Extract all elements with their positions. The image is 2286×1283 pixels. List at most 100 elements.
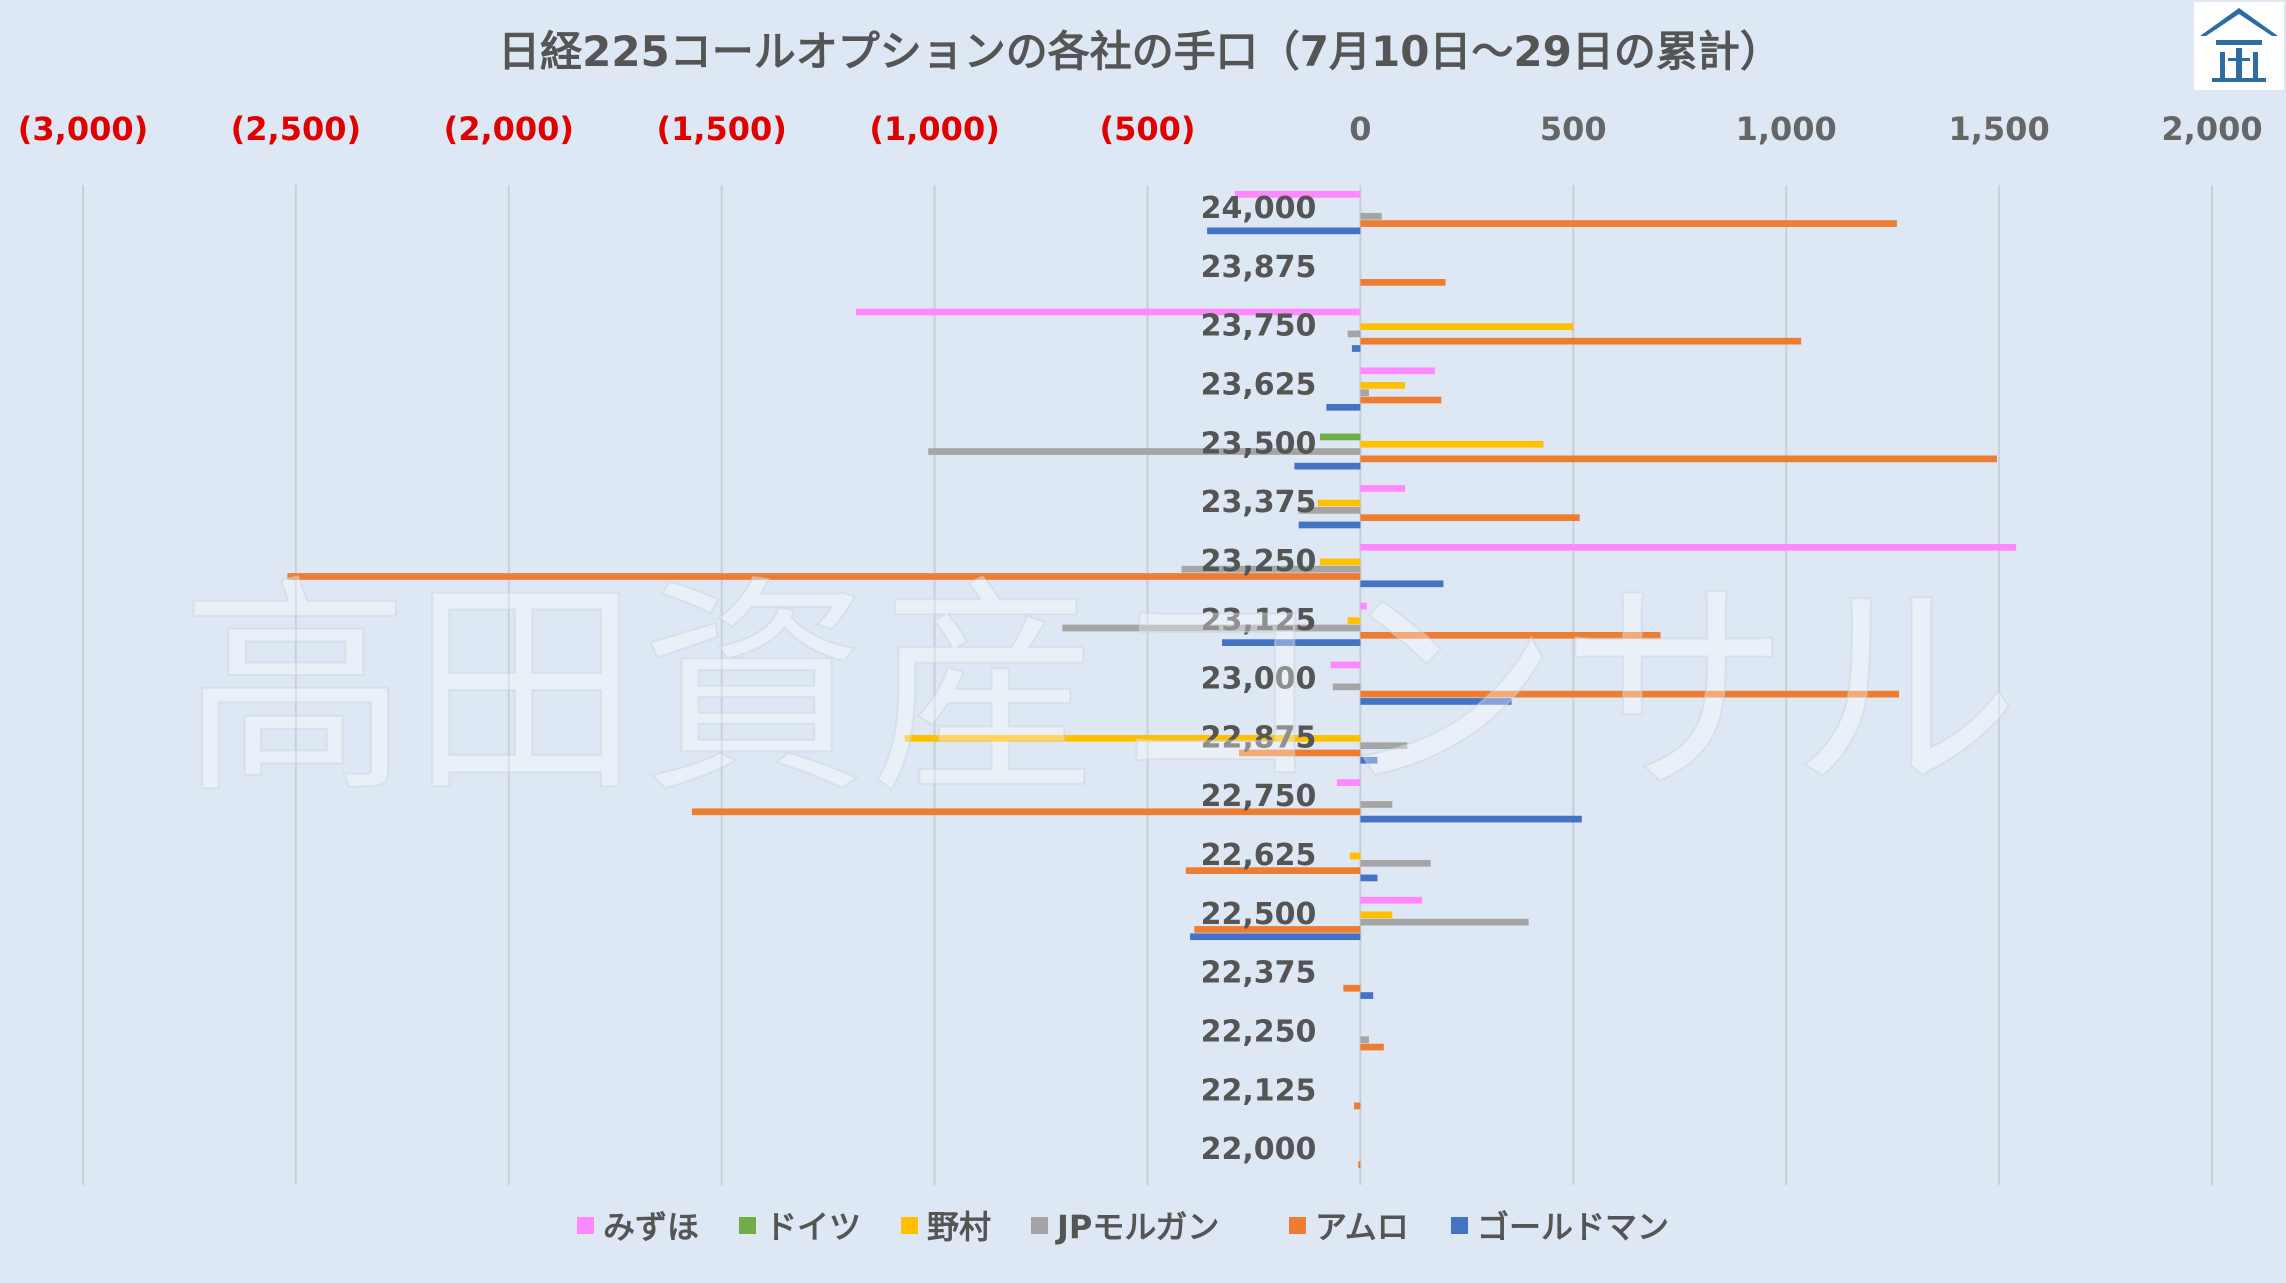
- legend-label: ドイツ: [765, 1208, 861, 1246]
- x-tick-label: (1,000): [869, 110, 999, 148]
- bar: [1360, 382, 1406, 389]
- bar: [1349, 852, 1361, 860]
- category-label: 22,875: [1201, 720, 1317, 755]
- bar: [1360, 815, 1582, 823]
- category-label: 22,250: [1201, 1015, 1317, 1050]
- category-label: 22,125: [1201, 1073, 1317, 1108]
- x-tick-label: 1,000: [1736, 110, 1837, 148]
- bar: [287, 573, 1361, 580]
- legend-label: JPモルガン: [1055, 1208, 1219, 1246]
- bar: [855, 308, 1361, 316]
- bar: [1360, 455, 1997, 463]
- bar: [1298, 507, 1361, 514]
- bar: [904, 735, 1361, 742]
- legend-swatch: [1289, 1217, 1306, 1234]
- bar: [1351, 345, 1361, 352]
- bar: [1360, 918, 1529, 926]
- category-label: 23,625: [1201, 367, 1317, 402]
- bar: [1360, 801, 1393, 808]
- bar: [1360, 631, 1661, 639]
- legend-label: みずほ: [603, 1208, 699, 1246]
- company-logo: [2194, 2, 2284, 90]
- legend-swatch: [739, 1217, 756, 1234]
- x-tick-label: 1,500: [1948, 110, 2049, 148]
- bar: [691, 808, 1361, 816]
- legend-label: 野村: [927, 1208, 991, 1246]
- category-label: 23,375: [1201, 485, 1317, 520]
- x-tick-label: 2,000: [2161, 110, 2262, 148]
- chart-title: 日経225コールオプションの各社の手口（7月10日～29日の累計）: [498, 27, 1782, 76]
- x-tick-label: (2,000): [444, 110, 574, 148]
- category-label: 22,375: [1201, 956, 1317, 991]
- bar: [1360, 1043, 1384, 1051]
- bar: [1194, 926, 1361, 933]
- category-label: 22,625: [1201, 838, 1317, 873]
- bar: [1360, 440, 1544, 448]
- legend-swatch: [1451, 1217, 1468, 1234]
- bar: [1062, 624, 1361, 632]
- bar: [1360, 485, 1406, 492]
- category-label: 24,000: [1201, 191, 1317, 226]
- x-tick-label: (500): [1099, 110, 1195, 148]
- legend: みずほ ドイツ 野村 JPモルガン アムロ ゴールドマン: [577, 1208, 1669, 1246]
- bar: [1360, 992, 1374, 999]
- legend-label: ゴールドマン: [1477, 1208, 1669, 1246]
- category-label: 23,750: [1201, 309, 1317, 344]
- x-axis-tick-labels: (3,000) (2,500) (2,000) (1,500) (1,000) (500)…: [18, 110, 2263, 148]
- bar: [1360, 911, 1393, 919]
- bar: [1360, 543, 2017, 551]
- bar: [1343, 984, 1361, 992]
- category-label: 23,000: [1201, 662, 1317, 697]
- bar: [1347, 330, 1361, 338]
- house-logo-icon: [2200, 8, 2278, 82]
- bar: [1360, 279, 1446, 286]
- bar: [1360, 698, 1512, 705]
- bar: [1360, 323, 1574, 330]
- category-label: 23,875: [1201, 250, 1317, 285]
- x-tick-label: (2,500): [231, 110, 361, 148]
- bar: [1354, 1102, 1361, 1110]
- bar: [1360, 690, 1900, 698]
- bar: [1190, 933, 1361, 941]
- x-tick-label: 0: [1349, 110, 1371, 148]
- bar: [1234, 191, 1361, 198]
- bar: [1298, 521, 1361, 529]
- bar: [1294, 462, 1361, 470]
- bar: [1330, 661, 1361, 669]
- bar: [1319, 433, 1361, 441]
- bar: [1332, 683, 1361, 691]
- legend-label: アムロ: [1315, 1208, 1409, 1246]
- category-label: 22,750: [1201, 779, 1317, 814]
- x-tick-label: (1,500): [656, 110, 786, 148]
- bar: [1347, 617, 1361, 625]
- bar: [1360, 742, 1408, 750]
- bars: [287, 191, 2017, 1169]
- category-label: 23,250: [1201, 544, 1317, 579]
- bar: [1319, 558, 1361, 566]
- legend-swatch: [577, 1217, 594, 1234]
- bar: [1181, 565, 1361, 573]
- bar: [1360, 514, 1580, 522]
- category-label: 22,000: [1201, 1132, 1317, 1167]
- bar: [1360, 337, 1802, 345]
- bar: [1317, 499, 1361, 507]
- watermark: 高田資産コンサル: [180, 558, 2020, 825]
- bar: [1360, 389, 1369, 397]
- bar: [1336, 779, 1361, 786]
- bar: [1358, 1161, 1361, 1169]
- bar: [1222, 639, 1361, 646]
- category-labels: 24,000 23,875 23,750 23,625 23,500 23,375 23,2…: [1201, 191, 1317, 1167]
- category-label: 23,125: [1201, 603, 1317, 638]
- bar: [1360, 602, 1367, 610]
- bar: [1360, 212, 1382, 220]
- legend-swatch: [1031, 1217, 1048, 1234]
- category-label: 22,500: [1201, 897, 1317, 932]
- bar: [1360, 874, 1378, 882]
- legend-swatch: [901, 1217, 918, 1234]
- bar: [1360, 396, 1442, 404]
- x-tick-label: (3,000): [18, 110, 148, 148]
- bar: [1360, 580, 1444, 588]
- bar: [1185, 867, 1361, 874]
- bar: [1239, 749, 1361, 757]
